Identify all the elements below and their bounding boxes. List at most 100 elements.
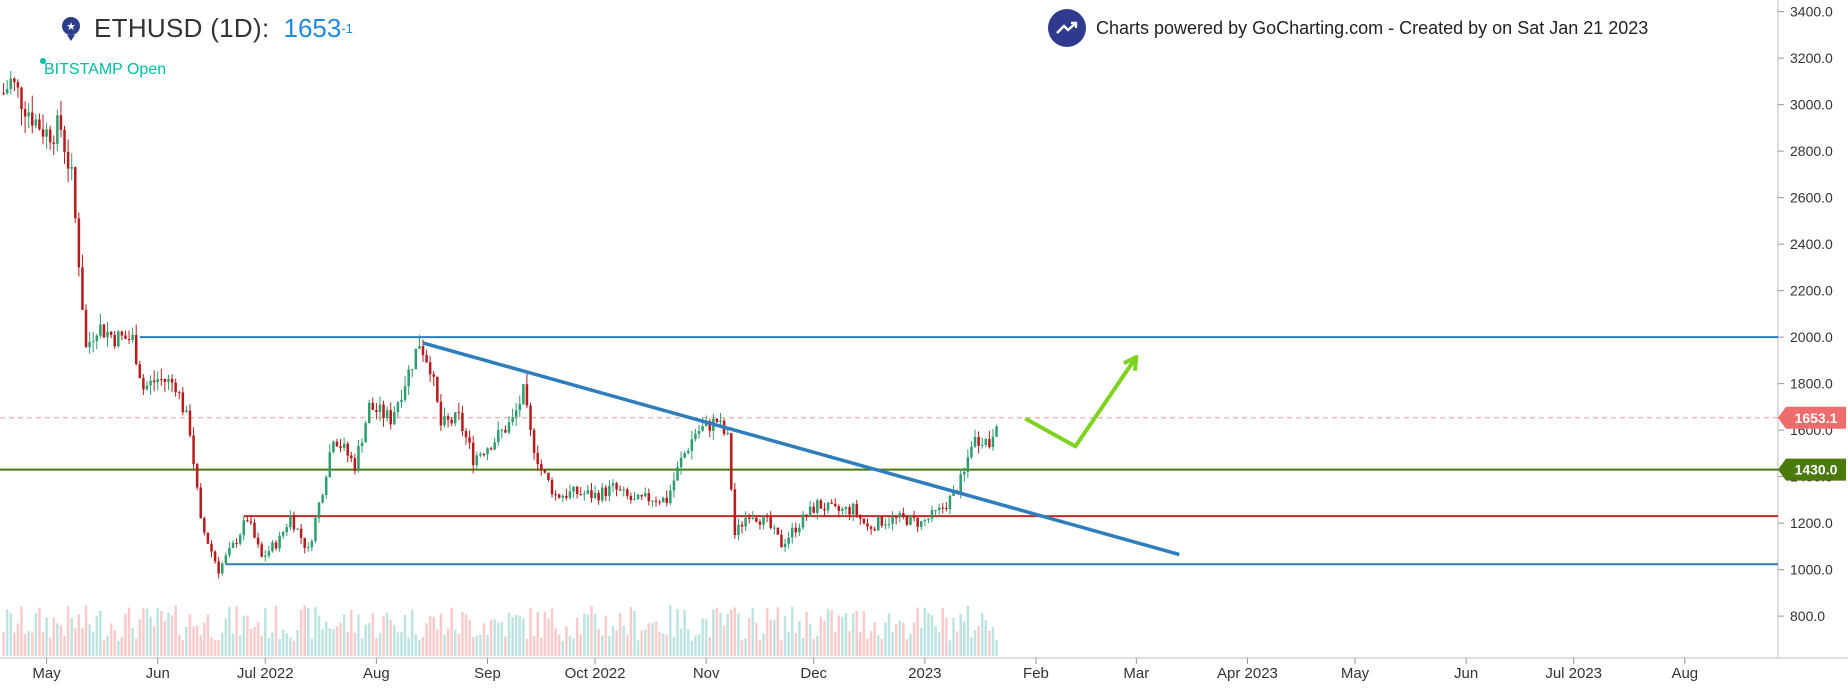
candle-body xyxy=(565,495,568,498)
candle-body xyxy=(672,480,676,491)
candle-body xyxy=(661,497,665,503)
volume-bar xyxy=(228,606,231,656)
candle-body xyxy=(217,561,220,574)
volume-bar xyxy=(518,615,522,656)
candle-body xyxy=(203,518,206,533)
volume-bar xyxy=(2,632,5,656)
volume-bar xyxy=(970,637,973,656)
volume-bar xyxy=(511,617,514,656)
candle-body xyxy=(859,515,862,519)
candle-body xyxy=(550,480,554,495)
volume-bar xyxy=(27,630,30,656)
volume-bar xyxy=(597,628,600,656)
candle-body xyxy=(142,378,145,390)
candle-body xyxy=(332,441,335,453)
candle-body xyxy=(367,402,371,424)
candle-body xyxy=(522,384,525,405)
volume-bar xyxy=(149,616,152,656)
volume-bar xyxy=(830,610,833,656)
volume-bar xyxy=(701,618,704,656)
volume-bar xyxy=(285,633,289,656)
candle-body xyxy=(676,467,679,481)
candle-body xyxy=(977,436,980,446)
candle-body xyxy=(744,517,747,527)
volume-bar xyxy=(124,613,127,656)
volume-bar xyxy=(823,620,826,656)
candle-body xyxy=(410,369,414,371)
volume-bar xyxy=(826,608,830,656)
volume-bar xyxy=(457,633,461,656)
candle-body xyxy=(973,436,977,447)
volume-bar xyxy=(579,634,582,656)
volume-bar xyxy=(848,631,851,656)
gocharting-logo-icon: ★ xyxy=(62,17,80,41)
y-tick-label: 2800.0 xyxy=(1790,143,1833,159)
volume-bar xyxy=(640,630,643,656)
volume-bar xyxy=(231,633,235,656)
volume-bar xyxy=(629,607,633,656)
volume-bar xyxy=(851,613,855,656)
volume-bar xyxy=(260,635,263,656)
candle-body xyxy=(167,378,170,382)
candle-body xyxy=(683,453,686,458)
volume-bar xyxy=(70,617,73,656)
volume-bar xyxy=(844,613,848,656)
volume-bar xyxy=(937,632,941,656)
volume-bar xyxy=(626,634,629,656)
candle-body xyxy=(145,385,149,390)
volume-bar xyxy=(658,631,661,656)
x-tick-label: May xyxy=(1341,665,1370,682)
candle-body xyxy=(350,455,353,459)
candle-body xyxy=(805,514,808,517)
source-label[interactable]: BITSTAMP Open xyxy=(40,58,166,79)
candle-body xyxy=(930,510,934,519)
volume-bar xyxy=(396,632,400,656)
volume-bar xyxy=(95,615,99,656)
credit-text: Charts powered by GoCharting.com - Creat… xyxy=(1096,17,1649,38)
candle-body xyxy=(120,331,124,336)
axis-price-tag xyxy=(1778,458,1846,481)
candle-body xyxy=(687,450,690,454)
volume-bar xyxy=(694,635,697,656)
volume-bar xyxy=(497,622,500,656)
volume-bar xyxy=(160,611,163,656)
volume-bar xyxy=(529,607,532,656)
volume-bar xyxy=(862,611,866,656)
y-tick-label: 3400.0 xyxy=(1790,4,1833,20)
candle-body xyxy=(102,324,106,338)
volume-bar xyxy=(525,638,529,656)
volume-bar xyxy=(733,607,737,656)
volume-bar xyxy=(572,638,575,656)
x-tick-label: Jun xyxy=(1454,665,1478,682)
candle-body xyxy=(228,547,231,556)
volume-bar xyxy=(292,640,296,656)
candle-body xyxy=(529,405,532,431)
candle-body xyxy=(590,490,593,498)
x-tick-label: Aug xyxy=(1671,665,1698,682)
volume-bar xyxy=(988,630,991,656)
volume-bar xyxy=(776,607,780,656)
volume-bar xyxy=(816,635,819,656)
volume-bar xyxy=(719,612,722,656)
candle-body xyxy=(479,454,482,456)
volume-bar xyxy=(543,611,547,656)
volume-bar xyxy=(446,628,450,656)
volume-bar xyxy=(56,623,59,656)
candle-body xyxy=(274,542,278,549)
candle-body xyxy=(443,416,446,426)
candle-body xyxy=(898,513,902,518)
volume-bar xyxy=(923,607,927,656)
volume-bar xyxy=(755,622,758,656)
volume-bar xyxy=(185,626,188,656)
volume-bar xyxy=(303,605,306,656)
volume-bar xyxy=(267,637,271,656)
x-tick-label: Feb xyxy=(1023,665,1049,682)
volume-bar xyxy=(747,618,751,656)
candle-body xyxy=(210,543,213,552)
volume-bar xyxy=(479,635,482,656)
candle-body xyxy=(980,444,984,446)
volume-bar xyxy=(63,636,66,656)
credit-banner[interactable]: Charts powered by GoCharting.com - Creat… xyxy=(1048,8,1648,48)
volume-bar xyxy=(794,633,798,656)
